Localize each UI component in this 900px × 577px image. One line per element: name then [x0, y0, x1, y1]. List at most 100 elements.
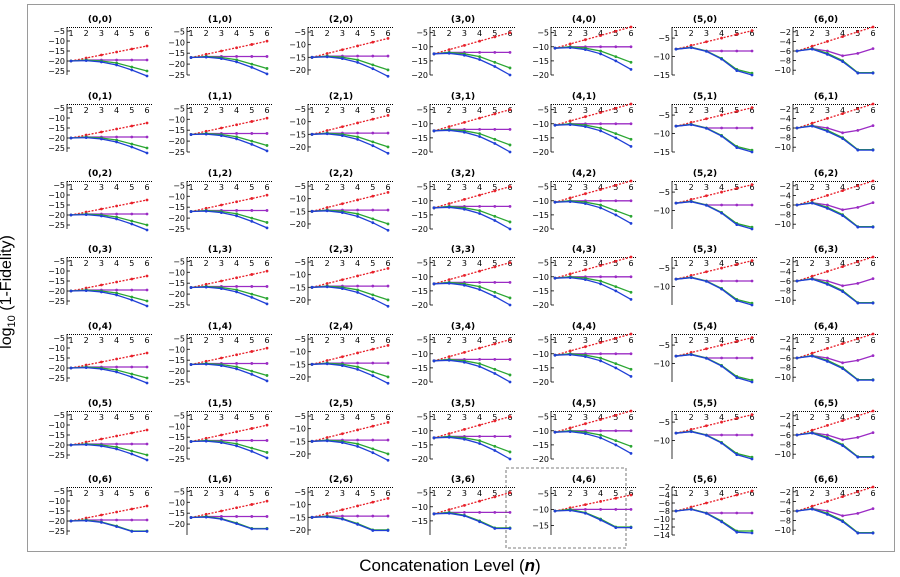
- panel-title: (6,0): [814, 15, 838, 25]
- red-series-line: [796, 256, 874, 282]
- purple-point: [508, 511, 512, 514]
- x-tick-label: 6: [870, 489, 875, 498]
- purple-point: [115, 442, 118, 446]
- x-tick-label: 2: [689, 413, 694, 422]
- blue-point: [235, 367, 239, 371]
- purple-point: [599, 122, 602, 126]
- red-point: [750, 29, 754, 33]
- purple-point: [478, 281, 481, 284]
- green-point: [265, 221, 269, 224]
- blue-point: [614, 289, 618, 293]
- y-tick-label: −5: [658, 264, 670, 273]
- blue-point: [720, 364, 723, 368]
- red-point: [841, 495, 844, 498]
- red-point: [145, 428, 149, 432]
- purple-point: [235, 132, 239, 135]
- blue-point: [130, 145, 134, 149]
- red-point: [84, 363, 88, 367]
- purple-point: [386, 284, 390, 288]
- x-tick-label: 6: [385, 29, 390, 38]
- green-point: [145, 453, 149, 457]
- x-tick-label: 2: [810, 413, 815, 422]
- red-series-line: [433, 108, 511, 132]
- purple-point: [463, 511, 466, 514]
- y-tick-label: −15: [289, 513, 306, 522]
- red-point: [614, 106, 618, 110]
- x-tick-label: 1: [673, 413, 678, 422]
- red-point: [826, 270, 829, 273]
- x-tick-label: 1: [431, 183, 436, 192]
- purple-point: [750, 203, 754, 207]
- red-point: [250, 427, 254, 430]
- purple-point: [871, 47, 875, 50]
- x-tick-label: 3: [704, 336, 709, 345]
- x-tick-label: 6: [628, 489, 633, 498]
- red-series-line: [796, 180, 874, 206]
- panel-title: (2,3): [329, 245, 353, 255]
- green-point: [145, 146, 149, 150]
- x-tick-label: 6: [749, 489, 754, 498]
- x-tick-label: 6: [144, 183, 149, 192]
- y-tick-label: −15: [289, 360, 306, 369]
- purple-point: [629, 352, 633, 356]
- blue-point: [115, 447, 118, 451]
- blue-point: [795, 509, 799, 513]
- y-tick-label: −8: [779, 517, 791, 526]
- x-tick-label: 4: [477, 489, 482, 498]
- y-tick-label: −4: [779, 497, 791, 506]
- red-series-line: [796, 410, 874, 436]
- purple-point: [145, 212, 149, 216]
- purple-point: [735, 279, 739, 283]
- red-point: [265, 499, 269, 503]
- red-point: [689, 505, 693, 509]
- y-tick-label: −20: [289, 450, 306, 459]
- red-point: [84, 133, 88, 137]
- x-tick-label: 4: [355, 336, 360, 345]
- purple-point: [115, 365, 118, 369]
- x-tick-label: 3: [583, 489, 588, 498]
- y-tick-label: −20: [532, 301, 549, 310]
- red-point: [478, 116, 481, 120]
- blue-point: [356, 444, 359, 448]
- x-tick-label: 1: [188, 336, 193, 345]
- x-tick-label: 2: [689, 29, 694, 38]
- red-series-line: [675, 414, 753, 434]
- purple-point: [386, 438, 390, 442]
- x-tick-label: 1: [309, 259, 314, 268]
- blue-point: [189, 286, 193, 289]
- blue-point: [584, 278, 587, 281]
- purple-point: [599, 199, 602, 203]
- red-point: [720, 266, 723, 270]
- blue-point: [371, 67, 375, 71]
- blue-point: [189, 133, 193, 136]
- purple-point: [841, 361, 844, 365]
- x-tick-label: 3: [99, 413, 104, 422]
- purple-point: [750, 279, 754, 283]
- red-point: [478, 269, 481, 273]
- blue-point: [325, 285, 329, 289]
- panel-title: (0,6): [88, 475, 112, 485]
- blue-point: [356, 522, 359, 526]
- blue-point: [493, 295, 497, 298]
- red-point: [720, 113, 723, 117]
- purple-point: [735, 433, 739, 437]
- y-tick-label: −5: [658, 341, 670, 350]
- y-tick-label: −5: [416, 336, 428, 345]
- y-tick-label: −5: [294, 412, 306, 421]
- blue-point: [69, 136, 73, 140]
- blue-point: [189, 440, 193, 443]
- green-point: [235, 442, 239, 446]
- purple-point: [386, 131, 390, 135]
- red-point: [478, 423, 481, 427]
- red-point: [447, 202, 451, 205]
- blue-point: [614, 59, 618, 63]
- blue-point: [735, 223, 739, 226]
- blue-point: [84, 59, 88, 62]
- blue-point: [235, 214, 239, 218]
- red-point: [145, 351, 149, 355]
- panel-title: (4,0): [572, 15, 596, 25]
- blue-point: [145, 381, 149, 385]
- green-point: [130, 142, 134, 146]
- blue-point: [478, 520, 481, 524]
- blue-point: [386, 381, 390, 385]
